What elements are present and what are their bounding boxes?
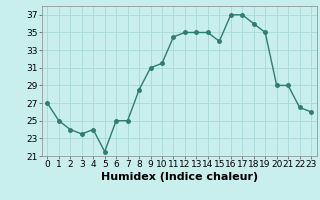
X-axis label: Humidex (Indice chaleur): Humidex (Indice chaleur) [100, 172, 258, 182]
